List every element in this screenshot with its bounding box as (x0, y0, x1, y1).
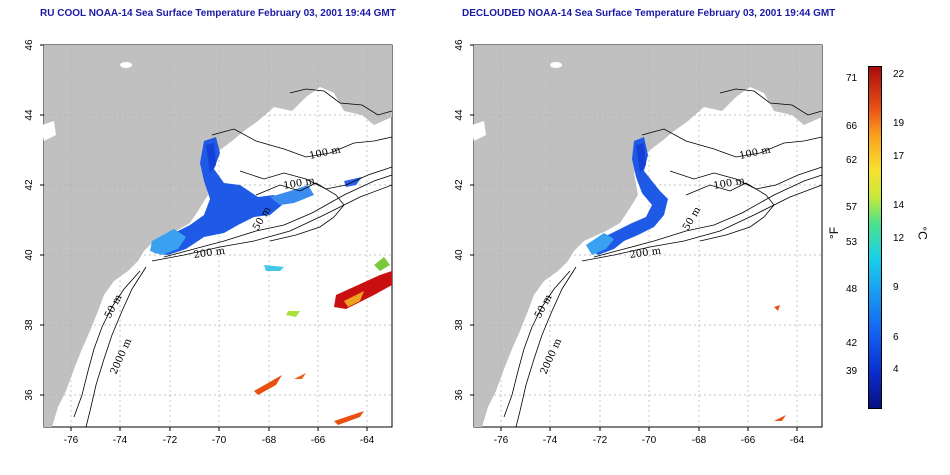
y-tick-label: 38 (454, 319, 465, 331)
x-tick-label: -72 (163, 435, 178, 446)
left-map-panel: 100 m 100 m 50 m 200 m 50 m 2000 m -76 -… (44, 45, 392, 427)
x-tick-label: -66 (741, 435, 756, 446)
y-tick-label: 36 (454, 389, 465, 401)
y-tick-label: 44 (24, 109, 35, 121)
right-map-title: DECLOUDED NOAA-14 Sea Surface Temperatur… (462, 8, 835, 19)
fahrenheit-tick: 48 (846, 284, 857, 295)
x-tick-label: -68 (262, 435, 277, 446)
lake (550, 62, 562, 68)
x-tick-label: -74 (113, 435, 128, 446)
fahrenheit-tick: 39 (846, 366, 857, 377)
x-tick-label: -64 (790, 435, 805, 446)
lake (120, 62, 132, 68)
y-tick-label: 40 (454, 249, 465, 261)
celsius-tick: 9 (893, 282, 899, 293)
x-tick-label: -74 (543, 435, 558, 446)
celsius-tick: 4 (893, 364, 899, 375)
celsius-tick: 12 (893, 233, 904, 244)
y-axis-labels: 46 44 42 40 38 36 (454, 39, 465, 401)
celsius-tick: 14 (893, 200, 904, 211)
fahrenheit-unit-label: °F (827, 227, 841, 239)
y-tick-label: 42 (454, 179, 465, 191)
fahrenheit-tick: 57 (846, 202, 857, 213)
x-tick-label: -66 (311, 435, 326, 446)
y-tick-label: 44 (454, 109, 465, 121)
celsius-unit-label: °C (916, 226, 930, 239)
x-axis-labels: -76 -74 -72 -70 -68 -66 -64 (494, 435, 805, 446)
fahrenheit-tick: 66 (846, 121, 857, 132)
y-tick-label: 42 (24, 179, 35, 191)
celsius-tick: 6 (893, 332, 899, 343)
y-tick-label: 40 (24, 249, 35, 261)
x-tick-label: -76 (494, 435, 509, 446)
x-tick-label: -72 (593, 435, 608, 446)
fahrenheit-tick: 42 (846, 338, 857, 349)
y-tick-label: 36 (24, 389, 35, 401)
x-tick-label: -70 (642, 435, 657, 446)
x-axis-labels: -76 -74 -72 -70 -68 -66 -64 (64, 435, 375, 446)
x-tick-label: -70 (212, 435, 227, 446)
right-map-panel: 100 m 100 m 50 m 200 m 50 m 2000 m -76 -… (474, 45, 822, 427)
x-tick-label: -64 (360, 435, 375, 446)
right-map-svg: 100 m 100 m 50 m 200 m 50 m 2000 m -76 -… (474, 45, 822, 427)
y-tick-label: 46 (24, 39, 35, 51)
x-tick-label: -68 (692, 435, 707, 446)
left-map-svg: 100 m 100 m 50 m 200 m 50 m 2000 m -76 -… (44, 45, 392, 427)
y-tick-label: 38 (24, 319, 35, 331)
fahrenheit-tick: 53 (846, 237, 857, 248)
y-axis-labels: 46 44 42 40 38 36 (24, 39, 35, 401)
fahrenheit-tick: 62 (846, 155, 857, 166)
celsius-tick: 19 (893, 118, 904, 129)
temperature-colorbar (868, 66, 882, 409)
y-tick-label: 46 (454, 39, 465, 51)
celsius-tick: 17 (893, 151, 904, 162)
fahrenheit-tick: 71 (846, 73, 857, 84)
left-map-title: RU COOL NOAA-14 Sea Surface Temperature … (40, 8, 396, 19)
x-tick-label: -76 (64, 435, 79, 446)
celsius-tick: 22 (893, 69, 904, 80)
